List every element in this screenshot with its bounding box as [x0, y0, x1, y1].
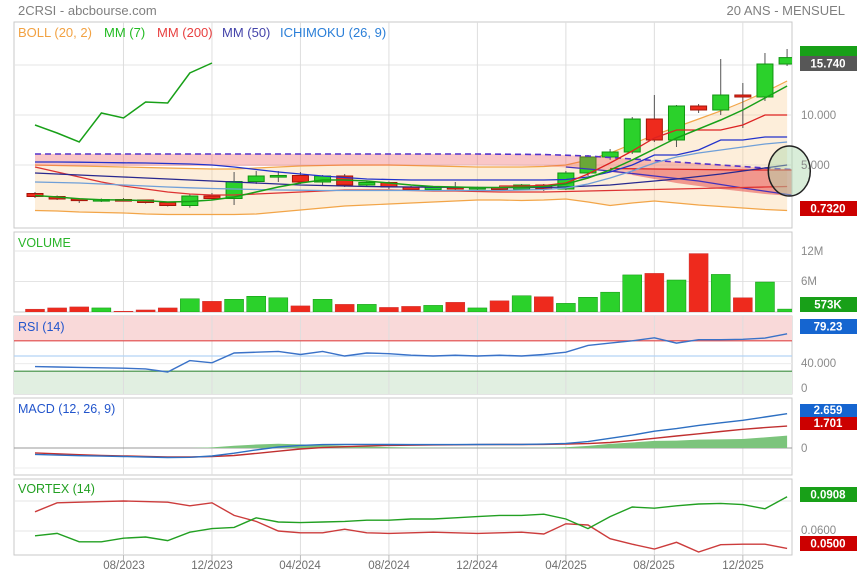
legend-item-mm200[interactable]: MM (200): [157, 25, 213, 40]
x-axis-label-3: 08/2024: [368, 560, 410, 572]
main-chart-panel: BOLL (20, 2) MM (7) MM (200) MM (50) ICH…: [13, 21, 857, 229]
macd-tick-0: 0: [801, 443, 807, 455]
rsi-panel-label: RSI (14): [18, 320, 65, 334]
vortex-plot-area[interactable]: [13, 478, 793, 556]
legend-item-boll[interactable]: BOLL (20, 2): [18, 25, 92, 40]
vortex-panel: VORTEX (14) 0.0908 0.0600 0.0500: [13, 478, 857, 556]
price-tick-5: 5.000: [801, 160, 830, 172]
x-axis-ticks: [122, 555, 744, 561]
macd-signal-value: 1.701: [814, 418, 843, 430]
x-axis-label-7: 12/2025: [722, 560, 764, 572]
vortex-minus-value: 0.0500: [810, 539, 845, 551]
volume-last-badge: [800, 297, 857, 312]
rsi-panel: RSI (14) 79.23 40.000 0: [13, 315, 857, 395]
x-axis: 08/2023 12/2023 04/2024 08/2024 12/2024 …: [103, 555, 764, 572]
volume-content: [25, 253, 792, 312]
legend-item-mm50[interactable]: MM (50): [222, 25, 270, 40]
instrument-title: 2CRSI - abcbourse.com: [18, 3, 157, 18]
volume-tick-6m: 6M: [801, 276, 817, 288]
vortex-tick: 0.0600: [801, 525, 836, 537]
volume-panel-label: VOLUME: [18, 236, 71, 250]
macd-signal-badge: [800, 417, 857, 430]
macd-value-badge: [800, 404, 857, 417]
price-tick-10: 10.000: [801, 110, 836, 122]
vortex-content: [14, 479, 792, 555]
x-axis-label-5: 04/2025: [545, 560, 587, 572]
macd-plot-area[interactable]: [13, 397, 793, 476]
x-axis-label-4: 12/2024: [456, 560, 498, 572]
last-price-value: 15.740: [810, 59, 845, 71]
x-axis-label-1: 12/2023: [191, 560, 233, 572]
volume-panel: VOLUME 12M 6M 573K: [13, 231, 857, 313]
vortex-plus-badge: [800, 487, 857, 502]
vortex-plus-value: 0.0908: [810, 490, 846, 502]
rsi-tick-40: 40.000: [801, 358, 836, 370]
main-content: [26, 49, 792, 216]
rsi-value: 79.23: [814, 322, 843, 334]
volume-tick-12m: 12M: [801, 246, 823, 258]
rsi-value-badge: [800, 319, 857, 334]
vortex-minus-badge: [800, 536, 857, 551]
rsi-tick-0: 0: [801, 383, 807, 395]
legend-item-ichimoku[interactable]: ICHIMOKU (26, 9): [280, 25, 386, 40]
x-axis-label-6: 08/2025: [633, 560, 675, 572]
period-min-value: 0.7320: [810, 204, 845, 216]
rsi-content: [14, 316, 792, 394]
vortex-panel-label: VORTEX (14): [18, 482, 95, 496]
last-price-badge: [800, 56, 857, 71]
macd-value: 2.659: [814, 405, 843, 417]
x-axis-label-2: 04/2024: [279, 560, 321, 572]
macd-panel-label: MACD (12, 26, 9): [18, 402, 115, 416]
volume-last-value: 573K: [814, 300, 842, 312]
period-label: 20 ANS - MENSUEL: [727, 3, 846, 18]
period-max-marker: [800, 46, 857, 56]
main-annotations: [767, 145, 812, 197]
macd-content: [14, 398, 792, 475]
period-min-badge: [800, 201, 857, 216]
legend-item-mm7[interactable]: MM (7): [104, 25, 145, 40]
annotation-ellipse[interactable]: [767, 145, 812, 197]
x-axis-label-0: 08/2023: [103, 560, 145, 572]
macd-panel: MACD (12, 26, 9) 2.659 1.701 0: [13, 397, 857, 476]
